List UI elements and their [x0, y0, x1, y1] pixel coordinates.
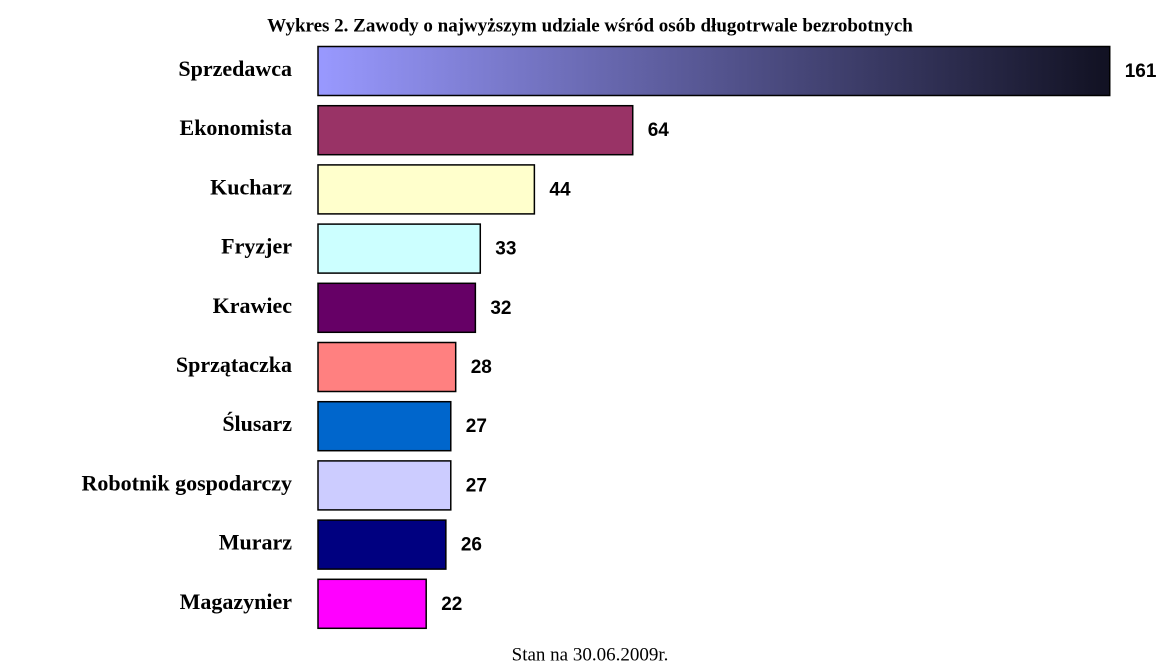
value-label: 22: [441, 594, 462, 615]
category-label: Ekonomista: [180, 115, 292, 140]
value-label: 44: [549, 179, 571, 200]
category-label: Krawiec: [213, 293, 293, 318]
bar: [317, 400, 452, 452]
bar: [317, 519, 447, 570]
bar: [317, 341, 457, 393]
bar: [317, 578, 427, 630]
value-label: 27: [466, 475, 487, 496]
category-label: Ślusarz: [222, 411, 292, 436]
category-label: Fryzjer: [221, 234, 292, 259]
value-label: 28: [471, 357, 492, 378]
bar: [317, 282, 477, 334]
footnote: Stan na 30.06.2009r.: [512, 644, 669, 665]
bar: [317, 223, 482, 274]
category-label: Murarz: [219, 530, 293, 555]
value-label: 27: [466, 416, 487, 437]
value-label: 64: [648, 120, 670, 141]
value-label: 33: [495, 239, 516, 260]
category-label: Kucharz: [210, 174, 292, 199]
bar: [317, 104, 634, 156]
value-label: 26: [461, 535, 482, 556]
value-label: 32: [490, 298, 511, 319]
category-label: Robotnik gospodarczy: [82, 470, 292, 495]
category-label: Sprzedawca: [178, 56, 292, 81]
bar: [317, 460, 452, 511]
category-label: Magazynier: [180, 589, 293, 614]
bar: [317, 164, 536, 215]
category-label: Sprzątaczka: [176, 352, 292, 377]
bar: [317, 45, 1111, 97]
value-label: 161: [1125, 61, 1157, 82]
chart-title: Wykres 2. Zawody o najwyższym udziale wś…: [267, 15, 913, 36]
